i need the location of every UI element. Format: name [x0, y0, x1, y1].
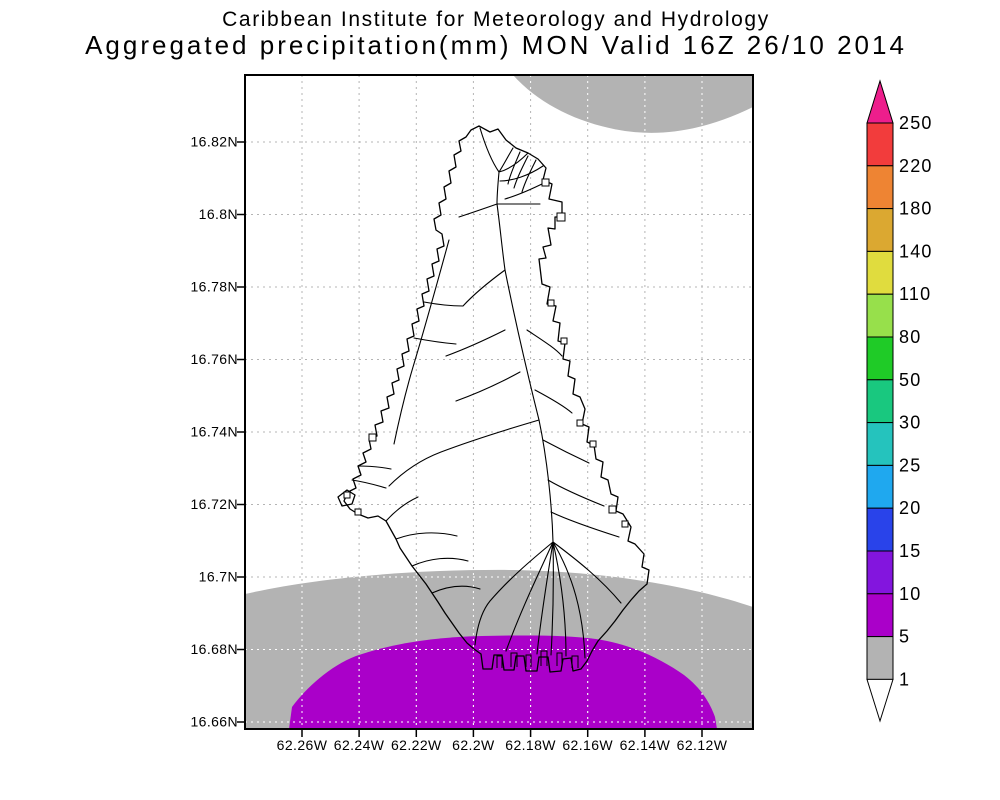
islet-outline — [337, 489, 356, 507]
y-tick-label: 16.78N — [190, 279, 238, 295]
colorbar-label: 25 — [899, 455, 921, 475]
colorbar-label: 140 — [899, 241, 933, 261]
south-basin-comb — [496, 650, 579, 668]
x-tick-label: 62.16W — [562, 737, 613, 753]
x-tick-label: 62.22W — [391, 737, 442, 753]
drainage-network-west — [388, 239, 540, 487]
y-tick-label: 16.82N — [190, 134, 238, 150]
drainage-network-east — [504, 269, 620, 543]
drainage-network-southwest — [351, 465, 481, 594]
y-tick-label: 16.7N — [199, 569, 238, 585]
shade-region-northeast-1to5mm — [513, 75, 753, 133]
colorbar-segment — [866, 422, 894, 466]
x-tick-label: 62.18W — [505, 737, 556, 753]
shade-region-south-lobe-5to10mm — [289, 635, 717, 729]
colorbar-label: 50 — [899, 370, 921, 390]
colorbar: 250 220 180 140 110 80 50 30 25 20 15 10… — [866, 79, 933, 723]
colorbar-label: 20 — [899, 498, 921, 518]
figure-title-line1: Caribbean Institute for Meteorology and … — [222, 8, 770, 31]
colorbar-label: 220 — [899, 156, 933, 176]
drainage-network-north — [458, 127, 547, 271]
y-tick-label: 16.72N — [190, 496, 238, 512]
y-tick-label: 16.68N — [190, 641, 238, 657]
colorbar-segment — [866, 636, 894, 680]
colorbar-labels: 250 220 180 140 110 80 50 30 25 20 15 10… — [899, 113, 933, 689]
colorbar-label: 110 — [899, 284, 931, 304]
colorbar-label: 30 — [899, 413, 921, 433]
colorbar-segment — [866, 250, 894, 295]
colorbar-label: 250 — [899, 113, 933, 133]
colorbar-segment — [866, 593, 894, 638]
y-tick-label: 16.74N — [190, 424, 238, 440]
colorbar-label: 80 — [899, 327, 921, 347]
y-tick-label: 16.76N — [190, 351, 238, 367]
colorbar-arrow-top — [866, 79, 894, 124]
colorbar-label: 5 — [899, 627, 910, 647]
colorbar-segment — [866, 336, 894, 381]
x-tick-label: 62.14W — [620, 737, 671, 753]
x-tick-label: 62.2W — [452, 737, 495, 753]
colorbar-label: 180 — [899, 199, 933, 219]
colorbar-segment — [866, 550, 894, 595]
colorbar-segment — [866, 293, 894, 338]
colorbar-segment — [866, 208, 894, 252]
colorbar-segment — [866, 122, 894, 167]
colorbar-segment — [866, 464, 894, 509]
x-tick-label: 62.26W — [277, 737, 328, 753]
colorbar-segment — [866, 507, 894, 552]
colorbar-label: 10 — [899, 584, 921, 604]
colorbar-label: 1 — [899, 669, 910, 689]
drainage-network-south — [474, 541, 622, 659]
y-tick-label: 16.8N — [199, 206, 238, 222]
map-panel: 16.82N 16.8N 16.78N 16.76N 16.74N 16.72N… — [190, 74, 754, 753]
x-tick-label: 62.24W — [334, 737, 385, 753]
station-markers — [343, 178, 629, 528]
axis-tick-marks — [237, 141, 703, 737]
island-outline — [343, 125, 650, 673]
map-frame — [244, 74, 754, 730]
colorbar-label: 15 — [899, 541, 921, 561]
colorbar-segment — [866, 165, 894, 210]
colorbar-arrow-bottom — [866, 678, 894, 723]
x-axis-labels: 62.26W 62.24W 62.22W 62.2W 62.18W 62.16W… — [277, 737, 728, 753]
x-tick-label: 62.12W — [677, 737, 728, 753]
figure-title-line2: Aggregated precipitation(mm) MON Valid 1… — [85, 30, 907, 60]
y-tick-label: 16.66N — [190, 714, 238, 730]
y-axis-labels: 16.82N 16.8N 16.78N 16.76N 16.74N 16.72N… — [190, 134, 238, 730]
colorbar-segment — [866, 379, 894, 424]
